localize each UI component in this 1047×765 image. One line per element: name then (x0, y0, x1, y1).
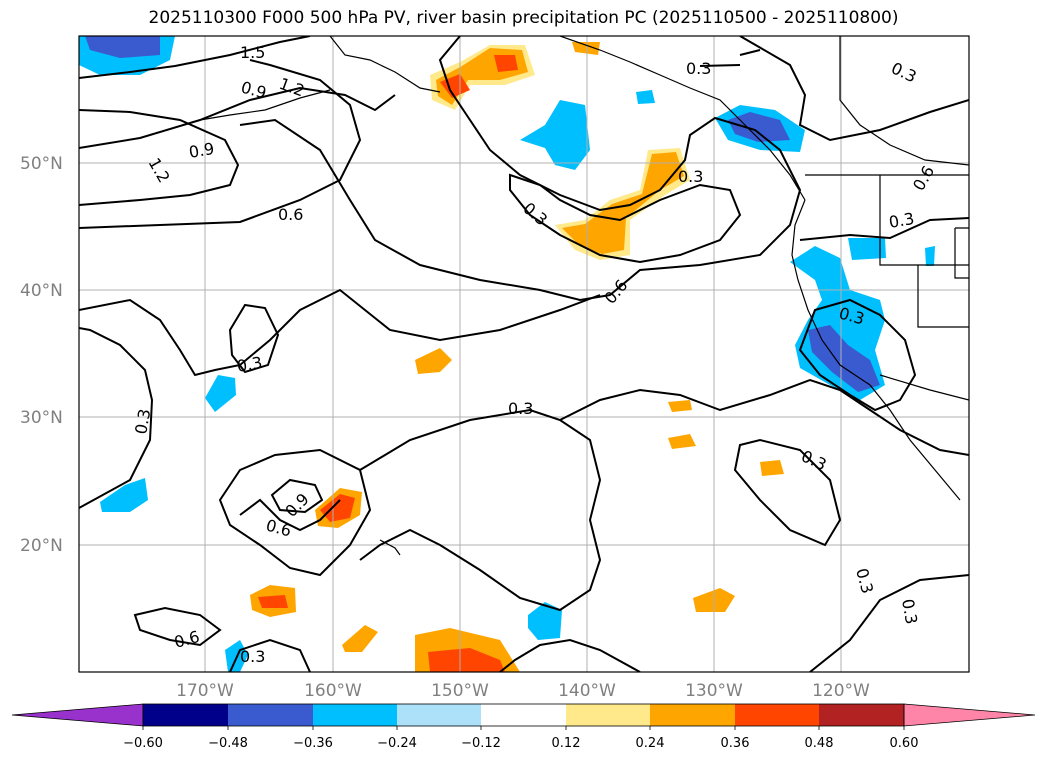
colorbar-extend-high (903, 703, 1036, 727)
latitude-labels: 50°N 40°N 30°N 20°N (20, 154, 63, 556)
svg-text:130°W: 130°W (685, 681, 743, 701)
pv-contours (79, 36, 969, 672)
colorbar-segment (650, 704, 735, 726)
svg-text:140°W: 140°W (558, 681, 616, 701)
colorbar-segment (819, 704, 904, 726)
svg-text:0.9: 0.9 (187, 139, 215, 162)
longitude-labels: 170°W 160°W 150°W 140°W 130°W 120°W (176, 681, 870, 701)
colorbar: −0.60 −0.48 −0.36 −0.24 −0.12 0.12 0.24 … (11, 703, 1036, 751)
map-title: 2025110300 F000 500 hPa PV, river basin … (148, 8, 899, 28)
colorbar-tick: −0.12 (461, 736, 501, 751)
svg-text:30°N: 30°N (20, 408, 63, 428)
colorbar-segment (735, 704, 819, 726)
svg-text:0.3: 0.3 (898, 597, 921, 625)
svg-text:20°N: 20°N (20, 536, 63, 556)
colorbar-segment (397, 704, 481, 726)
colorbar-extend-low (11, 703, 144, 727)
coastlines (199, 36, 969, 556)
colorbar-tick: −0.60 (123, 736, 163, 751)
colorbar-tick: −0.48 (208, 736, 248, 751)
colorbar-tick: 0.24 (636, 736, 665, 751)
svg-text:120°W: 120°W (812, 681, 870, 701)
svg-text:40°N: 40°N (20, 281, 63, 301)
svg-text:0.3: 0.3 (235, 353, 263, 376)
svg-text:0.6: 0.6 (278, 205, 303, 224)
svg-text:0.3: 0.3 (131, 407, 154, 435)
svg-text:1.5: 1.5 (240, 43, 265, 62)
colorbar-segment (228, 704, 313, 726)
colorbar-tick: 0.12 (552, 736, 581, 751)
colorbar-tick: 0.48 (805, 736, 834, 751)
svg-text:160°W: 160°W (304, 681, 362, 701)
svg-text:170°W: 170°W (176, 681, 234, 701)
colorbar-tick: −0.36 (293, 736, 333, 751)
map-frame (78, 35, 970, 673)
graticule (79, 36, 969, 672)
colorbar-tick: −0.24 (377, 736, 417, 751)
colorbar-tick: 0.36 (721, 736, 750, 751)
svg-text:50°N: 50°N (20, 154, 63, 174)
svg-text:0.3: 0.3 (678, 167, 703, 186)
colorbar-tick: 0.60 (890, 736, 919, 751)
precip-shading (79, 36, 935, 672)
colorbar-segment (566, 704, 650, 726)
colorbar-segment (143, 704, 228, 726)
svg-text:0.3: 0.3 (508, 399, 533, 418)
svg-text:150°W: 150°W (431, 681, 489, 701)
svg-text:0.3: 0.3 (887, 209, 915, 232)
colorbar-segment (313, 704, 397, 726)
svg-text:0.3: 0.3 (686, 59, 711, 78)
colorbar-segment (481, 704, 566, 726)
svg-text:0.3: 0.3 (240, 647, 265, 666)
